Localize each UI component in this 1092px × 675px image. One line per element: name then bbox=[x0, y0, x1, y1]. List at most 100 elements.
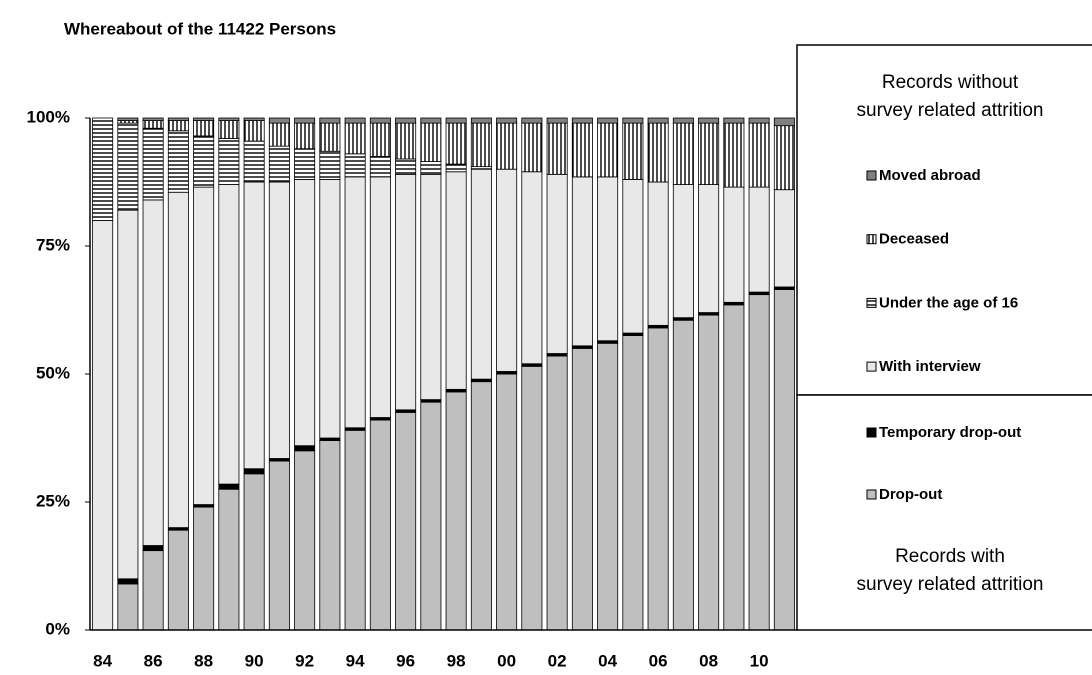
bar-segment bbox=[597, 176, 619, 342]
bar-segment bbox=[167, 191, 189, 528]
x-tick-label: 10 bbox=[750, 651, 769, 670]
bar-segment bbox=[445, 163, 467, 173]
bar-segment bbox=[167, 529, 189, 631]
bar-segment bbox=[395, 122, 417, 160]
bar-segment bbox=[672, 319, 694, 631]
bar-segment bbox=[546, 173, 568, 354]
bar-segment bbox=[243, 181, 265, 470]
bar-segment bbox=[622, 335, 644, 631]
bar-segment bbox=[268, 181, 290, 459]
bar-segment bbox=[319, 440, 341, 631]
bar-segment bbox=[571, 117, 593, 124]
legend-title: survey related attrition bbox=[857, 100, 1044, 121]
bar-segment bbox=[521, 122, 543, 173]
x-tick-label: 90 bbox=[245, 651, 264, 670]
bar-segment bbox=[218, 138, 240, 185]
bar-segment bbox=[117, 209, 139, 580]
bar-segment bbox=[92, 219, 114, 631]
bar-segment bbox=[243, 120, 265, 142]
bar-segment bbox=[521, 171, 543, 365]
chart-title: Whereabout of the 11422 Persons bbox=[64, 19, 336, 38]
legend-title: survey related attrition bbox=[857, 574, 1044, 595]
legend-label: Under the age of 16 bbox=[879, 294, 1018, 311]
y-tick-label: 75% bbox=[36, 235, 70, 254]
bar-segment bbox=[218, 184, 240, 485]
bar-segment bbox=[521, 117, 543, 124]
bar-segment bbox=[496, 168, 518, 372]
bar-segment bbox=[344, 153, 366, 178]
legend-label: Moved abroad bbox=[879, 167, 981, 184]
legend-label: With interview bbox=[879, 358, 981, 375]
legend-title: Records with bbox=[895, 546, 1005, 567]
bar-segment bbox=[622, 122, 644, 180]
bar-segment bbox=[698, 314, 720, 631]
bar-segment bbox=[773, 117, 795, 127]
bar-segment bbox=[218, 488, 240, 631]
bar-segment bbox=[445, 117, 467, 124]
x-tick-label: 04 bbox=[598, 651, 617, 670]
y-tick-label: 100% bbox=[27, 107, 70, 126]
bar-segment bbox=[445, 122, 467, 165]
bar-segment bbox=[218, 483, 240, 490]
bar-segment bbox=[672, 122, 694, 185]
bar-segment bbox=[571, 122, 593, 178]
bar-segment bbox=[294, 450, 316, 631]
bar-segment bbox=[748, 122, 770, 188]
bar-segment bbox=[470, 122, 492, 168]
bar-segment bbox=[142, 120, 164, 129]
bar-segment bbox=[319, 122, 341, 152]
bar-segment bbox=[117, 578, 139, 585]
bar-segment bbox=[294, 445, 316, 452]
bar-segment bbox=[294, 179, 316, 447]
bar-segment bbox=[420, 161, 442, 175]
bar-segment bbox=[268, 122, 290, 147]
legend-swatch bbox=[866, 234, 877, 245]
bar-segment bbox=[420, 122, 442, 162]
bar-segment bbox=[369, 155, 391, 178]
bar-segment bbox=[723, 117, 745, 124]
bar-segment bbox=[723, 186, 745, 303]
bar-segment bbox=[167, 117, 189, 121]
bar-segment bbox=[647, 181, 669, 326]
bar-segment bbox=[420, 117, 442, 124]
bar-segment bbox=[496, 373, 518, 631]
bar-segment bbox=[243, 473, 265, 631]
bar-segment bbox=[243, 468, 265, 475]
bar-segment bbox=[142, 545, 164, 552]
legend-label: Deceased bbox=[879, 231, 949, 248]
bar-segment bbox=[268, 117, 290, 124]
bar-segment bbox=[142, 127, 164, 201]
bar-segment bbox=[218, 117, 240, 121]
x-tick-label: 84 bbox=[93, 651, 112, 670]
x-tick-label: 94 bbox=[346, 651, 365, 670]
bar-segment bbox=[117, 122, 139, 211]
bar-segment bbox=[698, 117, 720, 124]
bar-segment bbox=[142, 550, 164, 631]
y-tick-label: 0% bbox=[45, 619, 70, 638]
bar-segment bbox=[395, 173, 417, 411]
bar-segment bbox=[597, 342, 619, 631]
bar-segment bbox=[92, 117, 114, 221]
bar-segment bbox=[344, 429, 366, 631]
bar-segment bbox=[193, 135, 215, 188]
bar-segment bbox=[647, 117, 669, 124]
bar-segment bbox=[395, 411, 417, 631]
bar-segment bbox=[369, 176, 391, 418]
x-tick-label: 02 bbox=[548, 651, 567, 670]
bar-segment bbox=[268, 460, 290, 631]
bar-segment bbox=[622, 117, 644, 124]
bar-segment bbox=[319, 179, 341, 439]
bar-segment bbox=[546, 122, 568, 175]
bar-segment bbox=[344, 117, 366, 124]
bar-segment bbox=[647, 327, 669, 631]
bar-segment bbox=[470, 117, 492, 124]
bar-segment bbox=[748, 294, 770, 631]
legend-swatch bbox=[866, 427, 877, 438]
bar-segment bbox=[470, 168, 492, 380]
bar-segment bbox=[445, 391, 467, 631]
x-tick-label: 06 bbox=[649, 651, 668, 670]
bar-segment bbox=[167, 130, 189, 193]
x-tick-label: 98 bbox=[447, 651, 466, 670]
bar-segment bbox=[698, 122, 720, 185]
legend-box bbox=[796, 44, 1092, 396]
